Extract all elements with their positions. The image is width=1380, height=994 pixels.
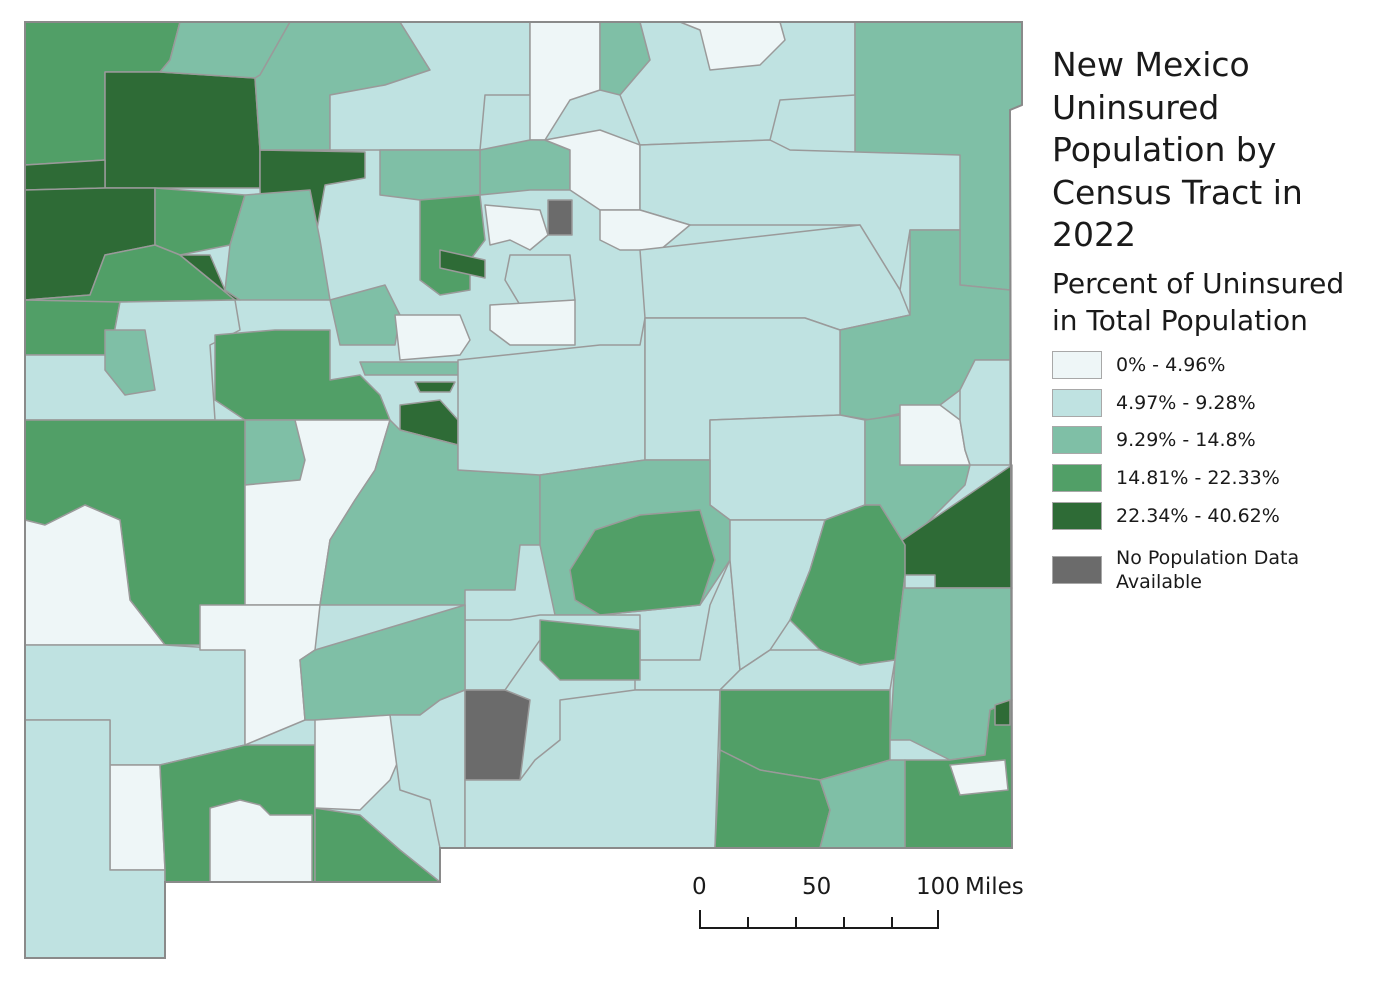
legend-item: 4.97% - 9.28% xyxy=(1052,388,1256,418)
legend-swatch xyxy=(1052,464,1102,492)
scale-tick-label: 50 xyxy=(802,874,832,900)
tract xyxy=(154,187,246,256)
legend-item: No Population Data Available xyxy=(1052,546,1336,594)
legend-swatch xyxy=(1052,556,1102,584)
tract xyxy=(394,314,471,361)
tract xyxy=(489,299,576,346)
tract xyxy=(414,381,456,393)
legend-label: 0% - 4.96% xyxy=(1116,354,1226,376)
tract xyxy=(479,139,571,196)
legend-label: No Population Data Available xyxy=(1116,547,1300,593)
census-tract-map xyxy=(24,21,1023,959)
tract xyxy=(359,361,471,376)
tract xyxy=(224,189,331,301)
legend-swatch xyxy=(1052,351,1102,379)
tract xyxy=(484,204,549,251)
tract xyxy=(109,764,166,871)
tract xyxy=(104,329,156,396)
scale-tick-label: 0 xyxy=(692,874,707,900)
tract xyxy=(464,689,531,781)
map-title: New Mexico Uninsured Population by Censu… xyxy=(1052,45,1303,254)
tract xyxy=(994,699,1011,726)
scale-bar-graphic xyxy=(699,910,939,929)
tract xyxy=(539,619,641,681)
tract xyxy=(959,359,1011,466)
legend-item: 22.34% - 40.62% xyxy=(1052,501,1280,531)
legend-item: 0% - 4.96% xyxy=(1052,350,1225,380)
legend-label: 14.81% - 22.33% xyxy=(1116,467,1280,489)
tract xyxy=(949,759,1009,796)
state-border xyxy=(24,21,1023,959)
legend-label: 4.97% - 9.28% xyxy=(1116,392,1256,414)
scale-bar: 0 50 100 Miles xyxy=(680,870,1040,940)
tract xyxy=(569,509,716,616)
tract xyxy=(104,71,261,189)
tract xyxy=(244,419,306,486)
legend-subtitle: Percent of Uninsured in Total Population xyxy=(1052,267,1345,337)
tract xyxy=(24,159,106,191)
tract xyxy=(547,199,573,236)
legend-item: 14.81% - 22.33% xyxy=(1052,463,1280,493)
tract xyxy=(314,807,441,883)
legend-label: 22.34% - 40.62% xyxy=(1116,505,1280,527)
tract xyxy=(214,329,391,421)
legend-label: 9.29% - 14.8% xyxy=(1116,429,1256,451)
legend-swatch xyxy=(1052,502,1102,530)
legend-swatch xyxy=(1052,389,1102,417)
tract xyxy=(379,149,481,201)
tract xyxy=(439,249,486,279)
scale-tick-label: 100 xyxy=(916,874,960,900)
legend-swatch xyxy=(1052,426,1102,454)
tract xyxy=(504,254,576,306)
legend-item: 9.29% - 14.8% xyxy=(1052,425,1256,455)
scale-unit-label: Miles xyxy=(965,874,1024,900)
tract xyxy=(709,414,866,521)
